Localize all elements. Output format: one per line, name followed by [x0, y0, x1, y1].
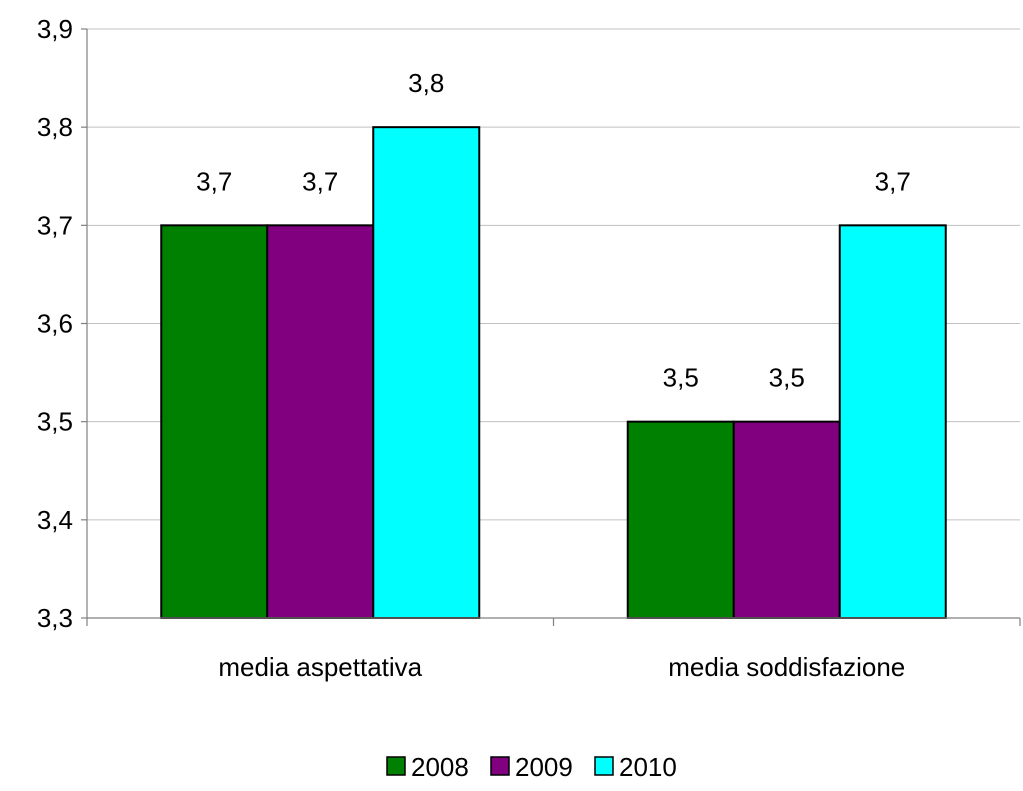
x-category-label: media soddisfazione — [668, 652, 905, 682]
legend: 2008 2009 2010 — [386, 752, 677, 782]
y-tick-label: 3,4 — [37, 505, 73, 535]
bar-2010-2 — [838, 224, 947, 619]
data-label: 3,5 — [769, 363, 805, 393]
x-category-label: media aspettativa — [218, 652, 422, 682]
legend-label-2010: 2010 — [619, 752, 677, 782]
bar-2009-2 — [732, 420, 841, 619]
bars — [160, 126, 947, 620]
y-tick-label: 3,3 — [37, 603, 73, 633]
labels: 3,3 3,4 3,5 3,6 3,7 3,8 3,9 3,7 3,7 3,8 media aspe… — [37, 14, 911, 682]
y-tick-label: 3,7 — [37, 210, 73, 240]
bar-2008-2 — [626, 420, 735, 619]
bar-2008-1 — [160, 224, 269, 619]
data-label: 3,5 — [663, 363, 699, 393]
legend-swatch-2008 — [386, 756, 406, 776]
bar-2009-1 — [266, 224, 375, 619]
y-tick-label: 3,5 — [37, 407, 73, 437]
legend-label-2008: 2008 — [411, 752, 469, 782]
y-tick-label: 3,9 — [37, 14, 73, 44]
legend-swatch-2009 — [490, 756, 510, 776]
y-tick-label: 3,8 — [37, 112, 73, 142]
legend-label-2009: 2009 — [515, 752, 573, 782]
y-tick-label: 3,6 — [37, 309, 73, 339]
axes — [81, 28, 1021, 626]
data-label: 3,7 — [875, 166, 911, 196]
data-label: 3,7 — [196, 166, 232, 196]
bar-2010-1 — [372, 126, 481, 620]
legend-swatch-2010 — [594, 756, 614, 776]
data-label: 3,8 — [408, 68, 444, 98]
data-label: 3,7 — [302, 166, 338, 196]
